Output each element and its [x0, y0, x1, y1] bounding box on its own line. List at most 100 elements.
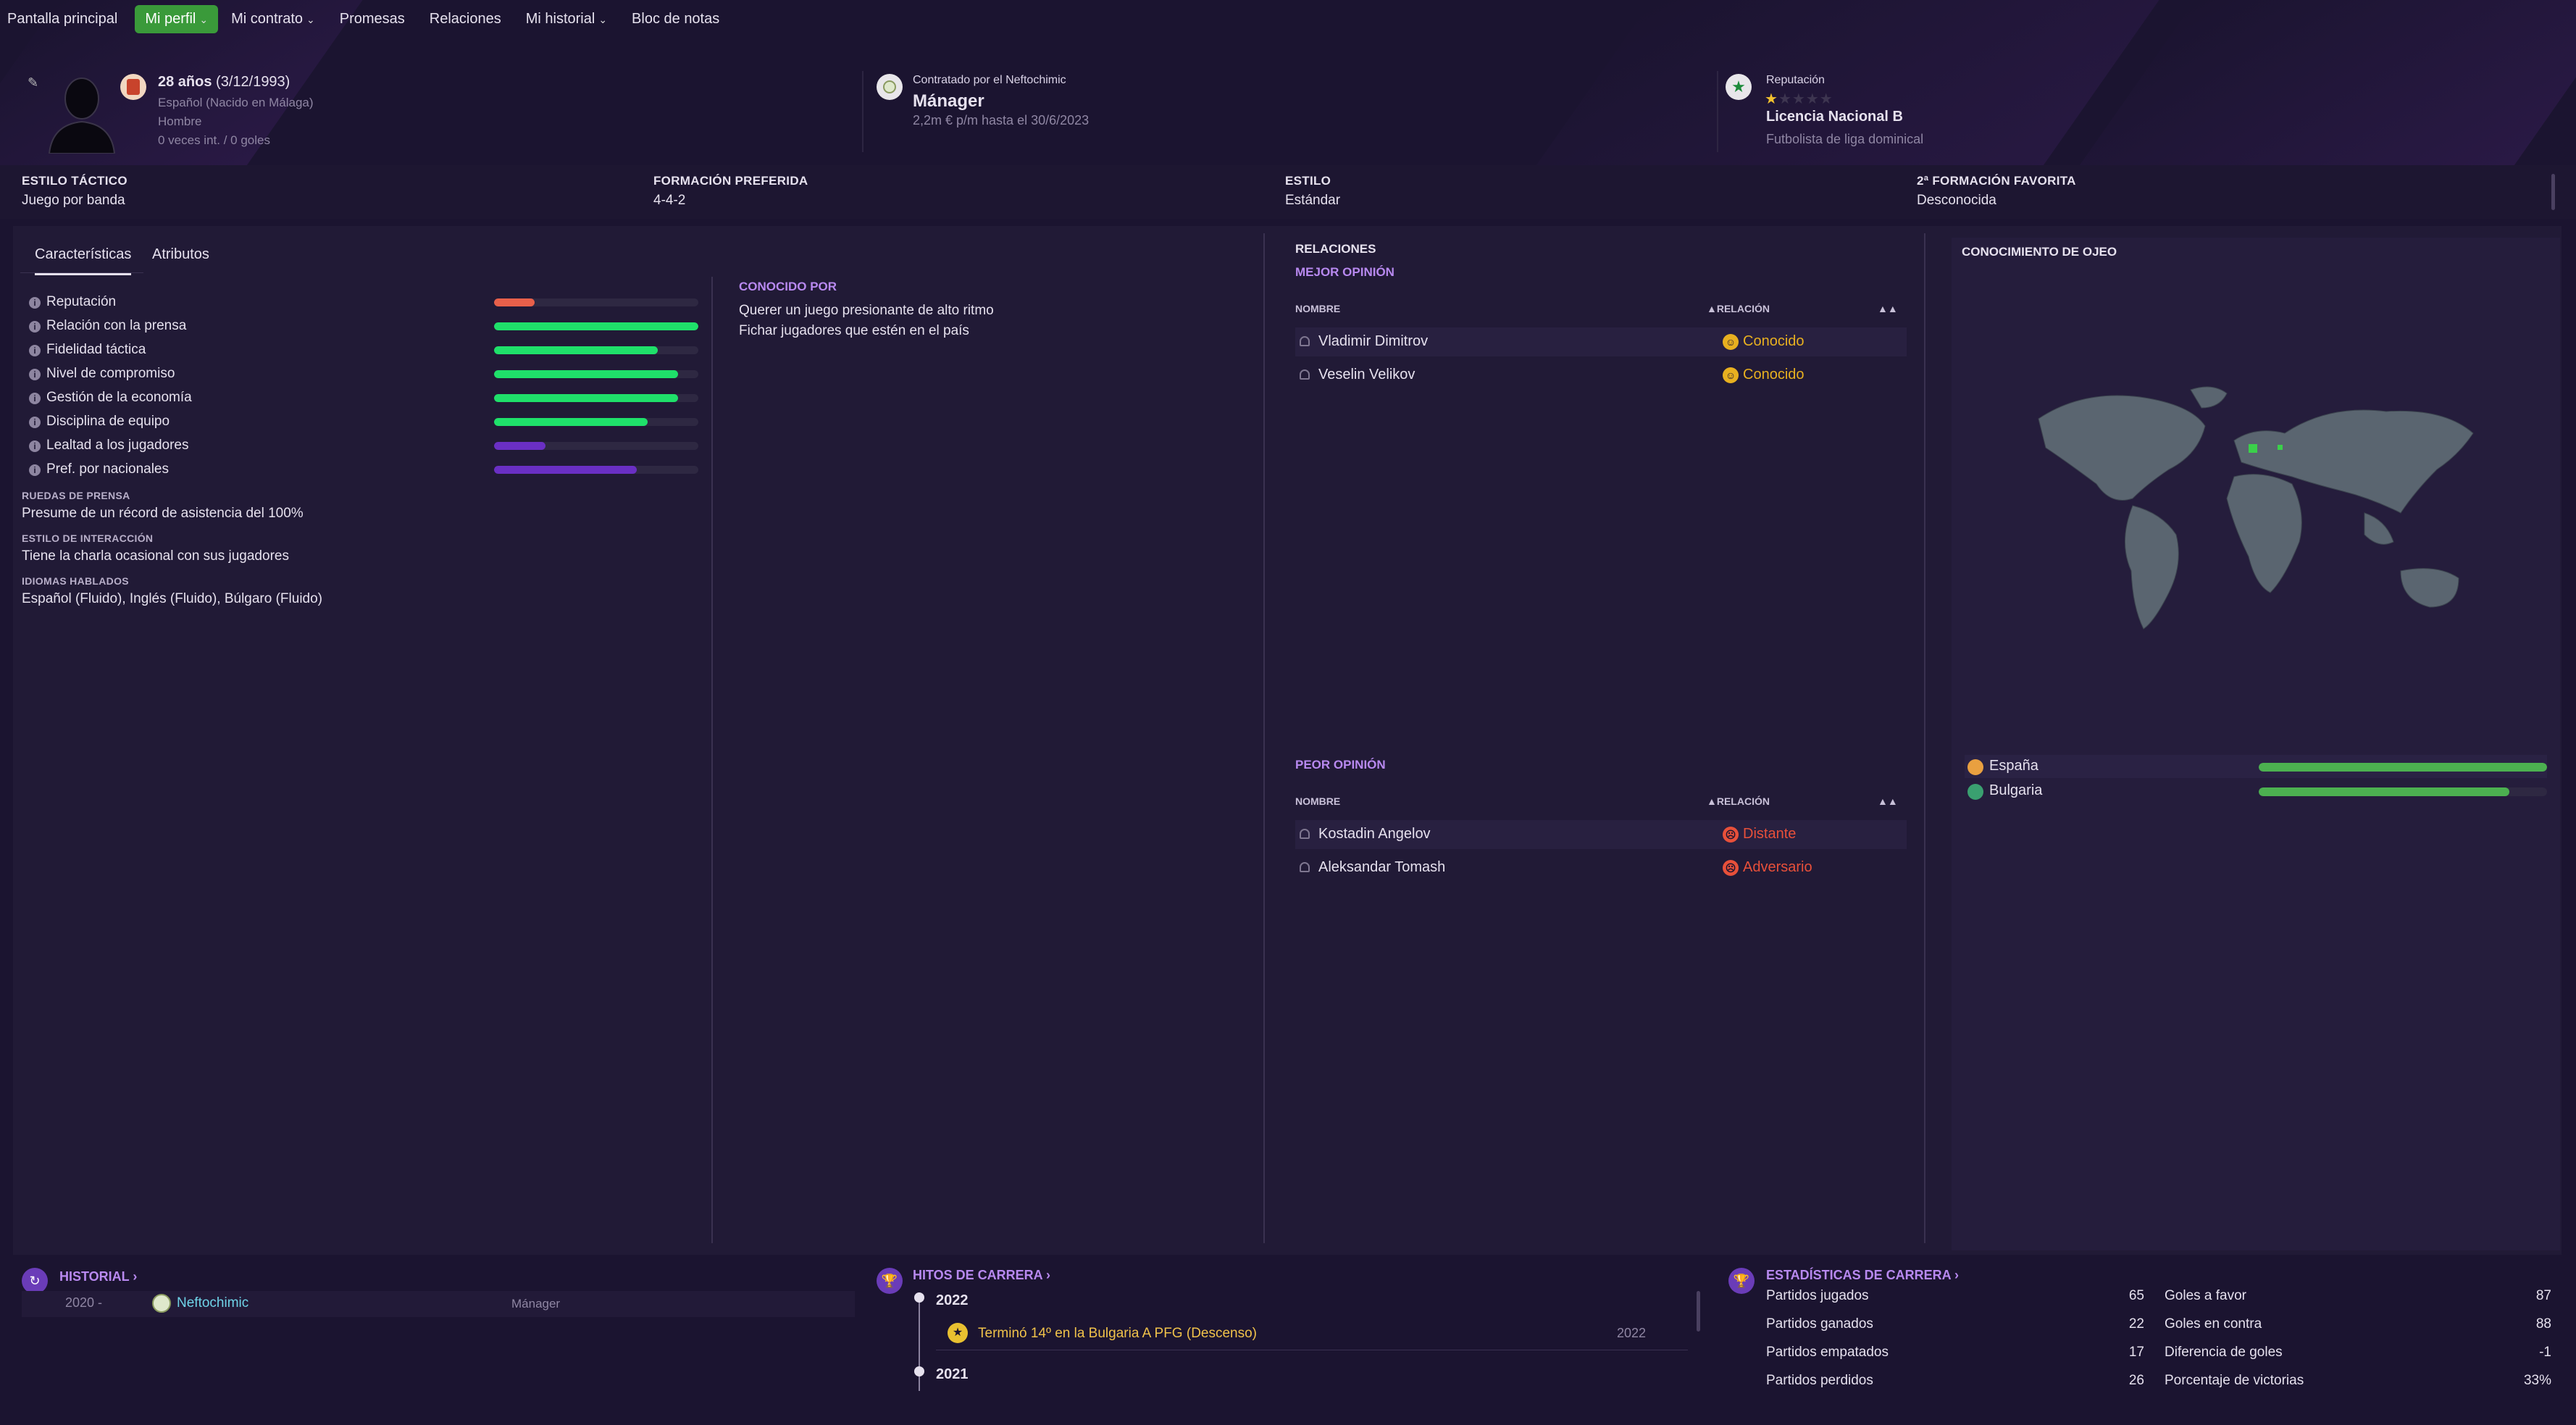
- column-header-relation[interactable]: ▲RELACIÓN: [1707, 795, 1770, 807]
- attribute-row[interactable]: i Disciplina de equipo: [29, 414, 703, 435]
- attribute-row[interactable]: i Pref. por nacionales: [29, 461, 703, 483]
- playing-style: ESTILO Estándar: [1285, 174, 1340, 209]
- attribute-bar: [494, 466, 698, 474]
- second-formation-title: 2ª FORMACIÓN FAVORITA: [1917, 174, 2076, 188]
- relation-row[interactable]: Veselin Velikov ☺ Conocido: [1295, 361, 1907, 390]
- scrollbar[interactable]: [1697, 1291, 1700, 1332]
- reputation-stars: ★★★★★: [1765, 90, 1833, 108]
- chevron-down-icon: ⌄: [199, 13, 209, 25]
- nav-notepad[interactable]: Bloc de notas: [632, 4, 731, 35]
- tactical-style: ESTILO TÁCTICO Juego por banda: [22, 174, 127, 209]
- avatar: [42, 72, 122, 154]
- nav-my-history[interactable]: Mi historial ⌄: [526, 4, 619, 35]
- chevron-down-icon: ⌄: [598, 13, 608, 25]
- scrollbar[interactable]: [2551, 174, 2555, 210]
- attribute-bar: [494, 322, 698, 330]
- relation-row[interactable]: Kostadin Angelov ☹ Distante: [1295, 820, 1907, 849]
- job-role: Mánager: [913, 91, 984, 111]
- nav-my-profile-label: Mi perfil: [145, 10, 196, 27]
- nav-relations[interactable]: Relaciones: [430, 4, 513, 35]
- info-icon[interactable]: i: [29, 321, 41, 333]
- relation-status: Conocido: [1743, 333, 1805, 349]
- attribute-bar: [494, 370, 698, 378]
- stat-value: -1: [2539, 1345, 2551, 1360]
- attribute-bar: [494, 442, 698, 450]
- nav-my-contract-label: Mi contrato: [231, 10, 304, 27]
- attribute-row[interactable]: i Relación con la prensa: [29, 318, 703, 340]
- relation-name[interactable]: Vladimir Dimitrov: [1318, 333, 1429, 349]
- interaction-style-value: Tiene la charla ocasional con sus jugado…: [22, 548, 289, 564]
- history-row[interactable]: 2020 - Neftochimic Mánager: [22, 1291, 855, 1317]
- info-icon[interactable]: i: [29, 369, 41, 380]
- attribute-row[interactable]: i Reputación: [29, 294, 703, 316]
- nav-promises[interactable]: Promesas: [340, 4, 417, 35]
- milestones-link[interactable]: HITOS DE CARRERA ›: [913, 1268, 1051, 1282]
- stat-label: Goles a favor: [2165, 1288, 2246, 1303]
- neutral-face-icon: ☺: [1723, 334, 1739, 350]
- person-icon: [1300, 336, 1310, 346]
- nav-home[interactable]: Pantalla principal: [7, 4, 129, 35]
- preferred-formation-value: 4-4-2: [653, 193, 686, 208]
- info-icon[interactable]: i: [29, 417, 41, 428]
- info-icon[interactable]: i: [29, 464, 41, 476]
- club-crest-icon[interactable]: [877, 74, 903, 100]
- history-club[interactable]: Neftochimic: [177, 1295, 249, 1311]
- relation-status: Adversario: [1743, 859, 1812, 875]
- languages-title: IDIOMAS HABLADOS: [22, 575, 129, 587]
- attribute-row[interactable]: i Gestión de la economía: [29, 390, 703, 411]
- milestone-trophy-icon: ★: [948, 1323, 968, 1343]
- attribute-row[interactable]: i Lealtad a los jugadores: [29, 438, 703, 459]
- stat-label: Porcentaje de victorias: [2165, 1373, 2304, 1388]
- milestone-row[interactable]: ★ Terminó 14º en la Bulgaria A PFG (Desc…: [936, 1319, 1688, 1350]
- milestone-text: Terminó 14º en la Bulgaria A PFG (Descen…: [978, 1326, 1258, 1341]
- attribute-bar: [494, 394, 698, 402]
- relations-title: RELACIONES: [1295, 242, 1376, 256]
- sad-face-icon: ☹: [1723, 860, 1739, 876]
- history-link[interactable]: HISTORIAL ›: [59, 1269, 138, 1284]
- column-header-name[interactable]: NOMBRE: [1295, 303, 1341, 314]
- tab-characteristics[interactable]: Características: [35, 246, 132, 275]
- relation-name[interactable]: Aleksandar Tomash: [1318, 859, 1446, 875]
- milestone-year: 2022: [936, 1292, 969, 1308]
- column-header-name[interactable]: NOMBRE: [1295, 795, 1341, 807]
- attribute-name: Disciplina de equipo: [46, 414, 170, 429]
- info-icon[interactable]: i: [29, 345, 41, 356]
- relation-row[interactable]: Vladimir Dimitrov ☺ Conocido: [1295, 327, 1907, 356]
- star-empty-icon: ★: [1778, 91, 1792, 107]
- column-divider: [711, 277, 713, 1243]
- relation-name[interactable]: Kostadin Angelov: [1318, 826, 1431, 842]
- attribute-row[interactable]: i Fidelidad táctica: [29, 342, 703, 364]
- sort-toggle-icon[interactable]: ▲▲: [1878, 795, 1898, 807]
- column-divider: [1924, 233, 1925, 1243]
- stat-label: Partidos jugados: [1766, 1288, 1869, 1303]
- attribute-bar: [494, 418, 698, 426]
- nav-my-contract[interactable]: Mi contrato ⌄: [231, 4, 327, 35]
- milestone-date: 2022: [1617, 1326, 1647, 1340]
- tactical-style-title: ESTILO TÁCTICO: [22, 174, 127, 188]
- attribute-bar-fill: [494, 394, 678, 402]
- world-map[interactable]: [2024, 375, 2488, 651]
- info-icon[interactable]: i: [29, 297, 41, 309]
- tab-attributes[interactable]: Atributos: [152, 246, 209, 263]
- info-icon[interactable]: i: [29, 440, 41, 452]
- nav-my-profile[interactable]: Mi perfil ⌄: [135, 4, 219, 33]
- sort-toggle-icon[interactable]: ▲▲: [1878, 303, 1898, 314]
- tactical-style-value: Juego por banda: [22, 193, 125, 208]
- reputation-star-icon: ★: [1726, 74, 1752, 100]
- scouting-nation-row[interactable]: Bulgaria: [1965, 780, 2547, 803]
- timeline-line: [919, 1297, 920, 1391]
- relation-name[interactable]: Veselin Velikov: [1318, 367, 1415, 383]
- stat-value: 65: [2128, 1288, 2144, 1303]
- scouting-nation-row[interactable]: España: [1965, 755, 2547, 778]
- nation-flag-icon: [1967, 759, 1983, 775]
- star-empty-icon: ★: [1791, 91, 1806, 107]
- attribute-row[interactable]: i Nivel de compromiso: [29, 366, 703, 388]
- preferred-formation: FORMACIÓN PREFERIDA 4-4-2: [653, 174, 808, 209]
- edit-icon[interactable]: ✎: [28, 75, 39, 90]
- info-icon[interactable]: i: [29, 393, 41, 404]
- relation-row[interactable]: Aleksandar Tomash ☹ Adversario: [1295, 853, 1907, 882]
- playing-style-title: ESTILO: [1285, 174, 1331, 188]
- career-stats-link[interactable]: ESTADÍSTICAS DE CARRERA ›: [1766, 1268, 1960, 1282]
- column-header-relation[interactable]: ▲RELACIÓN: [1707, 303, 1770, 314]
- stat-value: 17: [2128, 1345, 2144, 1360]
